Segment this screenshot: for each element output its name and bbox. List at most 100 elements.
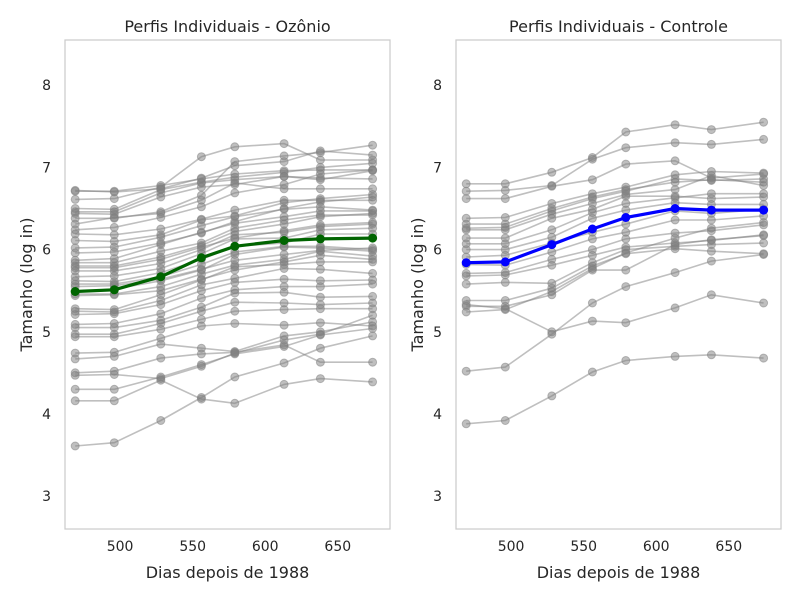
profile-point [315,357,325,367]
profile-line [466,253,764,372]
profile-point [230,233,240,243]
profile-point [461,245,471,255]
x-axis-label: Dias depois de 1988 [146,563,310,582]
profile-point [70,384,80,394]
profile-point [156,300,166,310]
mean-point [461,258,471,268]
profile-line [466,293,764,333]
mean-point [500,257,510,267]
mean-point [587,224,597,234]
profile-point [368,331,378,341]
x-ticks: 500 550 600 650 [107,539,351,555]
profile-point [500,222,510,232]
profile-point [759,189,769,199]
mean-profile [70,233,378,296]
profile-point [621,234,631,244]
profile-point [196,173,206,183]
profile-point [279,180,289,190]
profile-point [230,306,240,316]
profile-point [368,243,378,253]
profile-line [75,283,373,326]
profile-point [706,215,716,225]
y-tick-label: 6 [433,243,442,259]
profile-point [279,274,289,284]
plot-frame [64,39,391,530]
profile-point [759,298,769,308]
profile-point [70,332,80,342]
profile-point [759,231,769,241]
panel-controle: Perfis Individuais - Controle 500 550 600 6… [408,17,782,582]
profile-line [75,245,373,285]
profile-point [196,264,206,274]
profile-point [368,208,378,218]
mean-point [706,205,716,215]
profile-point [70,370,80,380]
profile-point [670,138,680,148]
profile-point [196,321,206,331]
profile-point [230,288,240,298]
y-tick-label: 4 [42,407,51,423]
individual-profile [70,331,378,451]
profile-point [670,351,680,361]
profile-line [75,205,373,249]
profile-point [547,247,557,257]
profile-point [547,167,557,177]
profile-point [70,354,80,364]
profile-line [75,169,373,231]
profile-point [315,343,325,353]
profile-line [75,199,373,236]
profile-point [759,174,769,184]
profile-point [70,310,80,319]
profile-point [279,305,289,315]
profile-line [466,353,764,425]
profile-point [587,367,597,377]
profile-point [587,213,597,223]
profile-point [315,169,325,179]
profile-point [315,220,325,230]
profile-point [315,264,325,274]
profile-point [547,329,557,339]
profile-point [230,277,240,287]
profile-point [230,398,240,408]
x-tick-label: 650 [715,539,742,555]
profile-point [196,293,206,303]
profile-point [547,225,557,235]
individual-profile [461,250,769,376]
profile-point [706,350,716,360]
x-tick-label: 550 [179,539,206,555]
profile-point [759,353,769,363]
profile-point [587,175,597,185]
profile-point [621,248,631,258]
profile-point [461,271,471,281]
x-tick-label: 550 [570,539,597,555]
y-tick-label: 7 [433,160,442,176]
profile-point [279,204,289,213]
profile-point [315,212,325,222]
profile-point [368,324,378,333]
profile-point [706,235,716,245]
profile-point [230,142,240,152]
profile-point [156,213,166,222]
profile-point [461,366,471,376]
mean-point [230,241,240,251]
individual-profile [70,146,378,197]
panel-ozonio: Perfis Individuais - Ozônio 500 550 600 650… [17,17,391,582]
profile-point [461,194,471,204]
mean-point [196,253,206,263]
x-axis-label: Dias depois de 1988 [537,563,701,582]
profile-line [75,307,373,338]
profile-point [279,171,289,181]
profile-point [196,360,206,370]
profile-point [706,125,716,135]
profile-line [75,377,373,405]
profile-line [466,159,764,200]
profile-line [75,221,373,269]
profile-point [547,391,557,401]
profile-point [670,174,680,184]
y-axis-label: Tamanho (log in) [408,217,427,352]
profile-line [466,208,764,258]
y-axis-label: Tamanho (log in) [17,217,36,352]
profile-line [75,196,373,254]
y-tick-label: 7 [42,160,51,176]
profile-point [461,307,471,317]
